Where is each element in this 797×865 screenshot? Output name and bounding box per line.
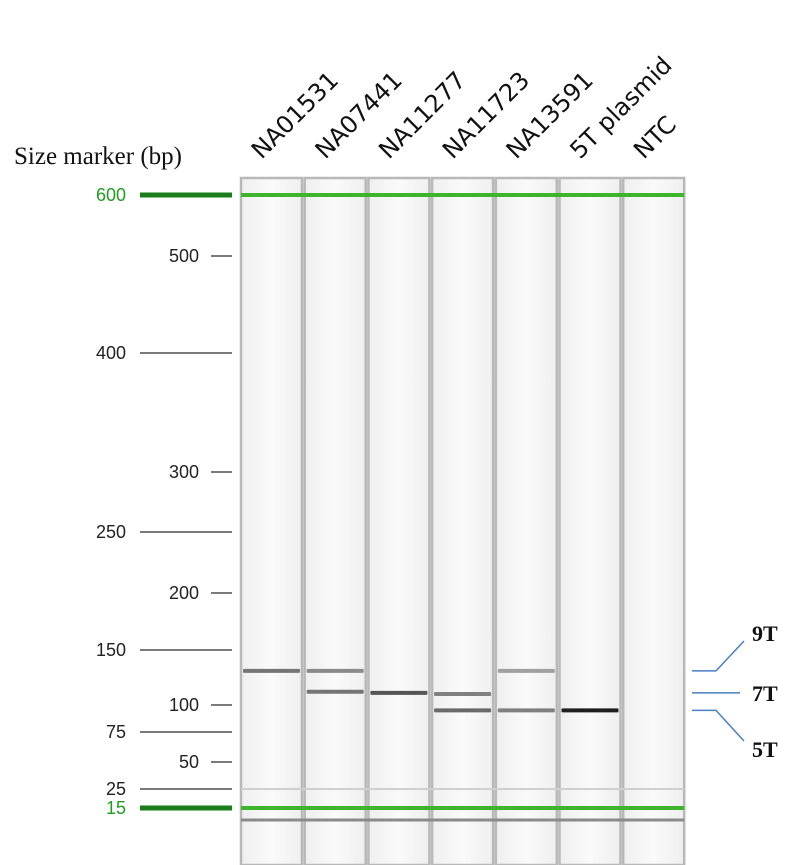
- marker-label-250: 250: [96, 522, 126, 542]
- allele-callouts: 9T 7T 5T: [692, 621, 778, 762]
- gel-lanes: [239, 176, 686, 865]
- allele-label-9t: 9T: [752, 621, 778, 646]
- lane-3: [367, 176, 431, 865]
- marker-label-300: 300: [169, 462, 199, 482]
- marker-label-600: 600: [96, 185, 126, 205]
- band-lane2-112: [306, 689, 364, 694]
- marker-label-400: 400: [96, 343, 126, 363]
- band-lane4-110: [434, 692, 492, 696]
- band-lane1-131: [243, 668, 300, 673]
- marker-label-500: 500: [169, 246, 199, 266]
- gel-bands: [243, 668, 619, 713]
- band-lane3-111: [370, 690, 428, 695]
- size-marker-title: Size marker (bp): [14, 143, 182, 170]
- allele-label-7t: 7T: [752, 681, 778, 706]
- callout-line-5t: [692, 709, 745, 742]
- band-lane2-131: [306, 668, 364, 673]
- band-lane5-95: [497, 708, 555, 713]
- marker-label-75: 75: [106, 722, 126, 742]
- lane-6: [558, 176, 622, 865]
- marker-label-100: 100: [169, 695, 199, 715]
- lane-label-7: NTC: [628, 111, 682, 165]
- band-lane5-131: [497, 668, 555, 673]
- lane-2: [303, 176, 367, 865]
- marker-label-150: 150: [96, 640, 126, 660]
- lane-5: [494, 176, 559, 865]
- band-lane4-95: [434, 708, 492, 713]
- band-lane6-95: [561, 708, 619, 713]
- marker-label-15: 15: [106, 798, 126, 818]
- callout-line-9t: [692, 640, 745, 672]
- marker-label-25: 25: [106, 779, 126, 799]
- lane-1: [239, 176, 304, 865]
- lane-4: [430, 176, 495, 865]
- allele-label-5t: 5T: [752, 737, 778, 762]
- lane-7: [621, 176, 686, 865]
- marker-label-50: 50: [179, 752, 199, 772]
- marker-label-200: 200: [169, 583, 199, 603]
